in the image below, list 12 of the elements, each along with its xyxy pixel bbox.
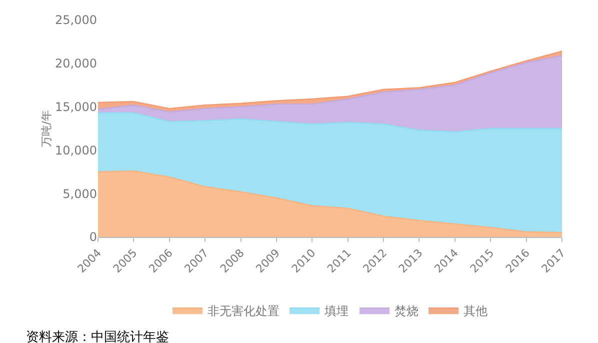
text: 资料来源：中国统计年鉴 — [26, 330, 169, 343]
y-tick-label: 0 — [89, 230, 97, 244]
y-tick-label: 10,000 — [55, 143, 97, 158]
legend-label: 填埋 — [324, 304, 348, 318]
legend-label: 非无害化处置 — [208, 304, 280, 318]
legend-label: 其他 — [464, 304, 488, 318]
y-tick-label: 15,000 — [55, 100, 97, 114]
y-tick-label: 20,000 — [55, 56, 97, 71]
y-axis-title: 万吨/年 — [40, 110, 53, 147]
y-tick-label: 25,000 — [55, 13, 97, 28]
y-tick-label: 5,000 — [62, 186, 97, 201]
legend-label: 焚烧 — [394, 304, 418, 318]
